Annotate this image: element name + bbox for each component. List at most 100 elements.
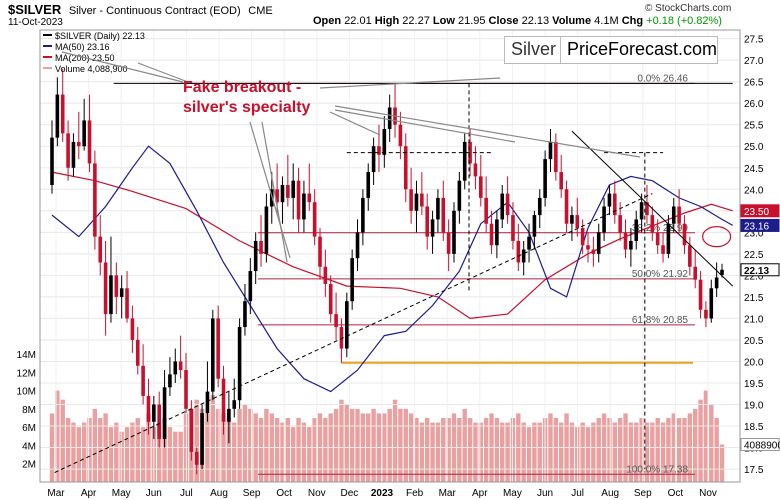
- candle-body: [473, 163, 478, 177]
- volume-bar: [258, 418, 264, 482]
- close-value: 22.13: [521, 15, 550, 27]
- y-tick-label: 27.0: [744, 56, 764, 67]
- trend-line: [54, 193, 653, 473]
- candle-body: [602, 206, 606, 233]
- volume-bar: [425, 418, 430, 482]
- low-value: 21.95: [457, 15, 486, 27]
- x-tick-label: Nov: [308, 488, 326, 499]
- candle-body: [398, 124, 403, 147]
- candle-body: [596, 232, 601, 254]
- candle-body: [479, 176, 483, 198]
- volume-bar: [607, 418, 612, 482]
- y-tick-label: 25.0: [744, 142, 764, 153]
- volume-bar: [639, 418, 644, 482]
- callout-arrow: [249, 121, 291, 259]
- volume-bar: [414, 418, 419, 482]
- candle-body: [591, 249, 596, 254]
- x-tick-label: Oct: [668, 488, 684, 499]
- candle-body: [661, 245, 665, 254]
- candle-body: [232, 400, 237, 409]
- candle-body: [103, 262, 108, 315]
- brand-box: Silver PriceForecast.com: [504, 36, 718, 64]
- volume-bar: [135, 418, 140, 482]
- y-tick-label: 25.5: [744, 121, 764, 132]
- candle-body: [457, 180, 462, 211]
- close-label: Close: [488, 15, 519, 27]
- volume-bar: [312, 418, 317, 482]
- volume-bar: [339, 399, 344, 482]
- volume-bar: [398, 408, 403, 482]
- volume-tick-label: 10M: [17, 387, 36, 398]
- candle-body: [420, 193, 424, 207]
- volume-tick-label: 4M: [22, 441, 36, 452]
- x-tick-label: Jul: [180, 488, 193, 499]
- price-tag-label: 4088900: [744, 441, 780, 452]
- price-tag-box: [740, 204, 780, 218]
- x-tick-label: 2023: [371, 488, 394, 499]
- volume-bar: [248, 408, 253, 482]
- volume-bar: [301, 422, 307, 482]
- callout-arrow: [137, 62, 189, 83]
- candle-body: [688, 245, 692, 267]
- volume-bar: [532, 422, 537, 482]
- x-tick-label: Apr: [472, 488, 488, 499]
- candle-body: [650, 215, 655, 233]
- y-tick-label: 23.0: [744, 228, 764, 239]
- volume-bar: [644, 422, 650, 482]
- candle-body: [634, 219, 639, 241]
- volume-bar: [693, 408, 698, 482]
- volume-bar: [210, 395, 215, 482]
- high-label: High: [374, 15, 400, 27]
- y-tick-label: 22.5: [744, 250, 764, 261]
- x-tick-label: Dec: [341, 488, 359, 499]
- volume-bar: [55, 390, 60, 482]
- candle-body: [489, 223, 494, 246]
- volume-bar: [71, 422, 76, 482]
- x-tick-label: Aug: [210, 488, 228, 499]
- ohlc-readout: Open 22.01 High 22.27 Low 21.95 Close 22…: [313, 15, 722, 27]
- candle-body: [291, 180, 295, 198]
- candle-body: [564, 189, 569, 224]
- volume-bar: [650, 422, 655, 482]
- exchange-label: CME: [248, 5, 273, 17]
- candle-body: [114, 275, 119, 297]
- candle-body: [532, 215, 537, 237]
- candle-body: [425, 206, 429, 237]
- low-label: Low: [432, 15, 455, 27]
- candle-body: [66, 133, 70, 168]
- chart-date: 11-Oct-2023: [8, 17, 63, 28]
- volume-bar: [462, 408, 467, 482]
- volume-bar: [585, 427, 591, 482]
- y-tick-label: 24.0: [744, 185, 764, 196]
- x-tick-label: Nov: [699, 488, 717, 499]
- price-tag-box: [740, 438, 780, 452]
- candle-body: [253, 240, 258, 272]
- candle-body: [403, 146, 408, 190]
- volume-value: 4.1M: [594, 15, 619, 27]
- y-tick-label: 17.5: [744, 465, 764, 476]
- volume-tick-label: 8M: [22, 405, 36, 416]
- candle-body: [720, 269, 724, 275]
- x-tick-label: Jun: [146, 488, 162, 499]
- candle-body: [141, 365, 145, 396]
- callout-arrow: [61, 51, 184, 83]
- x-tick-label: Sep: [634, 488, 652, 499]
- callout-arrow: [319, 77, 501, 89]
- candle-body: [516, 240, 521, 263]
- y-tick-label: 21.5: [744, 293, 764, 304]
- candle-body: [484, 197, 488, 224]
- candle-body: [55, 94, 60, 138]
- candle-body: [71, 141, 76, 168]
- candle-body: [511, 215, 515, 241]
- candle-body: [355, 232, 360, 259]
- volume-bar: [617, 418, 623, 482]
- candle-body: [211, 318, 215, 392]
- candle-body: [178, 361, 183, 371]
- candle-body: [586, 245, 590, 250]
- x-tick-label: Sep: [243, 488, 261, 499]
- x-tick-label: Oct: [276, 488, 292, 499]
- candle-body: [194, 451, 199, 465]
- volume-bar: [237, 408, 242, 482]
- x-tick-label: Feb: [406, 488, 424, 499]
